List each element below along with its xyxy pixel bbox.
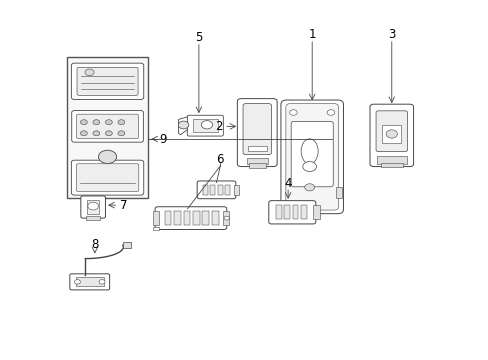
- Circle shape: [93, 120, 100, 125]
- Bar: [301, 205, 306, 219]
- Text: 4: 4: [284, 177, 291, 190]
- Circle shape: [88, 202, 98, 210]
- FancyBboxPatch shape: [237, 99, 277, 167]
- Bar: [380, 163, 402, 167]
- Text: 9: 9: [160, 132, 167, 145]
- Bar: [153, 227, 158, 230]
- Bar: [75, 278, 104, 286]
- FancyBboxPatch shape: [290, 121, 332, 187]
- FancyBboxPatch shape: [70, 274, 109, 290]
- Circle shape: [302, 162, 316, 172]
- Circle shape: [105, 120, 112, 125]
- Circle shape: [74, 280, 81, 284]
- FancyBboxPatch shape: [268, 201, 315, 224]
- Bar: [193, 120, 217, 132]
- FancyBboxPatch shape: [155, 207, 226, 229]
- Circle shape: [118, 131, 124, 136]
- Bar: [223, 211, 228, 225]
- Bar: [210, 185, 215, 195]
- Bar: [86, 216, 100, 220]
- Bar: [122, 242, 131, 248]
- FancyBboxPatch shape: [243, 104, 271, 155]
- Bar: [211, 211, 218, 225]
- Circle shape: [93, 131, 100, 136]
- Circle shape: [81, 131, 87, 136]
- Circle shape: [326, 110, 334, 115]
- FancyBboxPatch shape: [71, 63, 143, 99]
- FancyBboxPatch shape: [76, 164, 139, 192]
- Bar: [202, 211, 209, 225]
- Bar: [183, 211, 190, 225]
- FancyBboxPatch shape: [197, 181, 235, 199]
- Bar: [67, 57, 148, 198]
- Text: 6: 6: [216, 153, 224, 166]
- Circle shape: [304, 184, 314, 191]
- Bar: [164, 211, 171, 225]
- Ellipse shape: [301, 139, 318, 164]
- FancyBboxPatch shape: [285, 104, 338, 210]
- Circle shape: [81, 120, 87, 125]
- Text: 1: 1: [308, 28, 315, 41]
- Text: 8: 8: [91, 238, 99, 251]
- Bar: [247, 146, 266, 151]
- FancyBboxPatch shape: [77, 114, 138, 139]
- Bar: [217, 185, 222, 195]
- FancyBboxPatch shape: [369, 104, 413, 167]
- Bar: [87, 201, 99, 214]
- FancyBboxPatch shape: [280, 100, 343, 214]
- Bar: [246, 158, 267, 164]
- Polygon shape: [178, 117, 188, 135]
- Circle shape: [289, 110, 297, 115]
- Bar: [275, 205, 281, 219]
- Bar: [224, 185, 229, 195]
- Bar: [203, 185, 208, 195]
- Bar: [233, 185, 239, 195]
- Circle shape: [85, 69, 94, 76]
- Bar: [292, 205, 298, 219]
- FancyBboxPatch shape: [81, 196, 105, 218]
- Circle shape: [98, 150, 117, 163]
- FancyBboxPatch shape: [71, 160, 143, 195]
- Bar: [284, 205, 289, 219]
- Bar: [381, 125, 401, 143]
- Text: 5: 5: [195, 31, 202, 44]
- Bar: [376, 156, 406, 164]
- FancyBboxPatch shape: [72, 111, 143, 142]
- Circle shape: [118, 120, 124, 125]
- Circle shape: [178, 121, 188, 129]
- Bar: [248, 163, 265, 168]
- Text: 7: 7: [119, 199, 127, 212]
- Bar: [335, 187, 341, 198]
- Bar: [153, 211, 158, 225]
- FancyBboxPatch shape: [77, 67, 138, 95]
- Circle shape: [201, 121, 212, 129]
- Text: 3: 3: [387, 28, 395, 41]
- Circle shape: [105, 131, 112, 136]
- Circle shape: [386, 130, 397, 138]
- Bar: [312, 205, 319, 219]
- Text: 2: 2: [215, 120, 223, 133]
- FancyBboxPatch shape: [187, 115, 223, 136]
- Circle shape: [99, 280, 105, 284]
- FancyBboxPatch shape: [375, 111, 407, 152]
- Bar: [174, 211, 181, 225]
- Circle shape: [224, 216, 229, 220]
- Bar: [193, 211, 200, 225]
